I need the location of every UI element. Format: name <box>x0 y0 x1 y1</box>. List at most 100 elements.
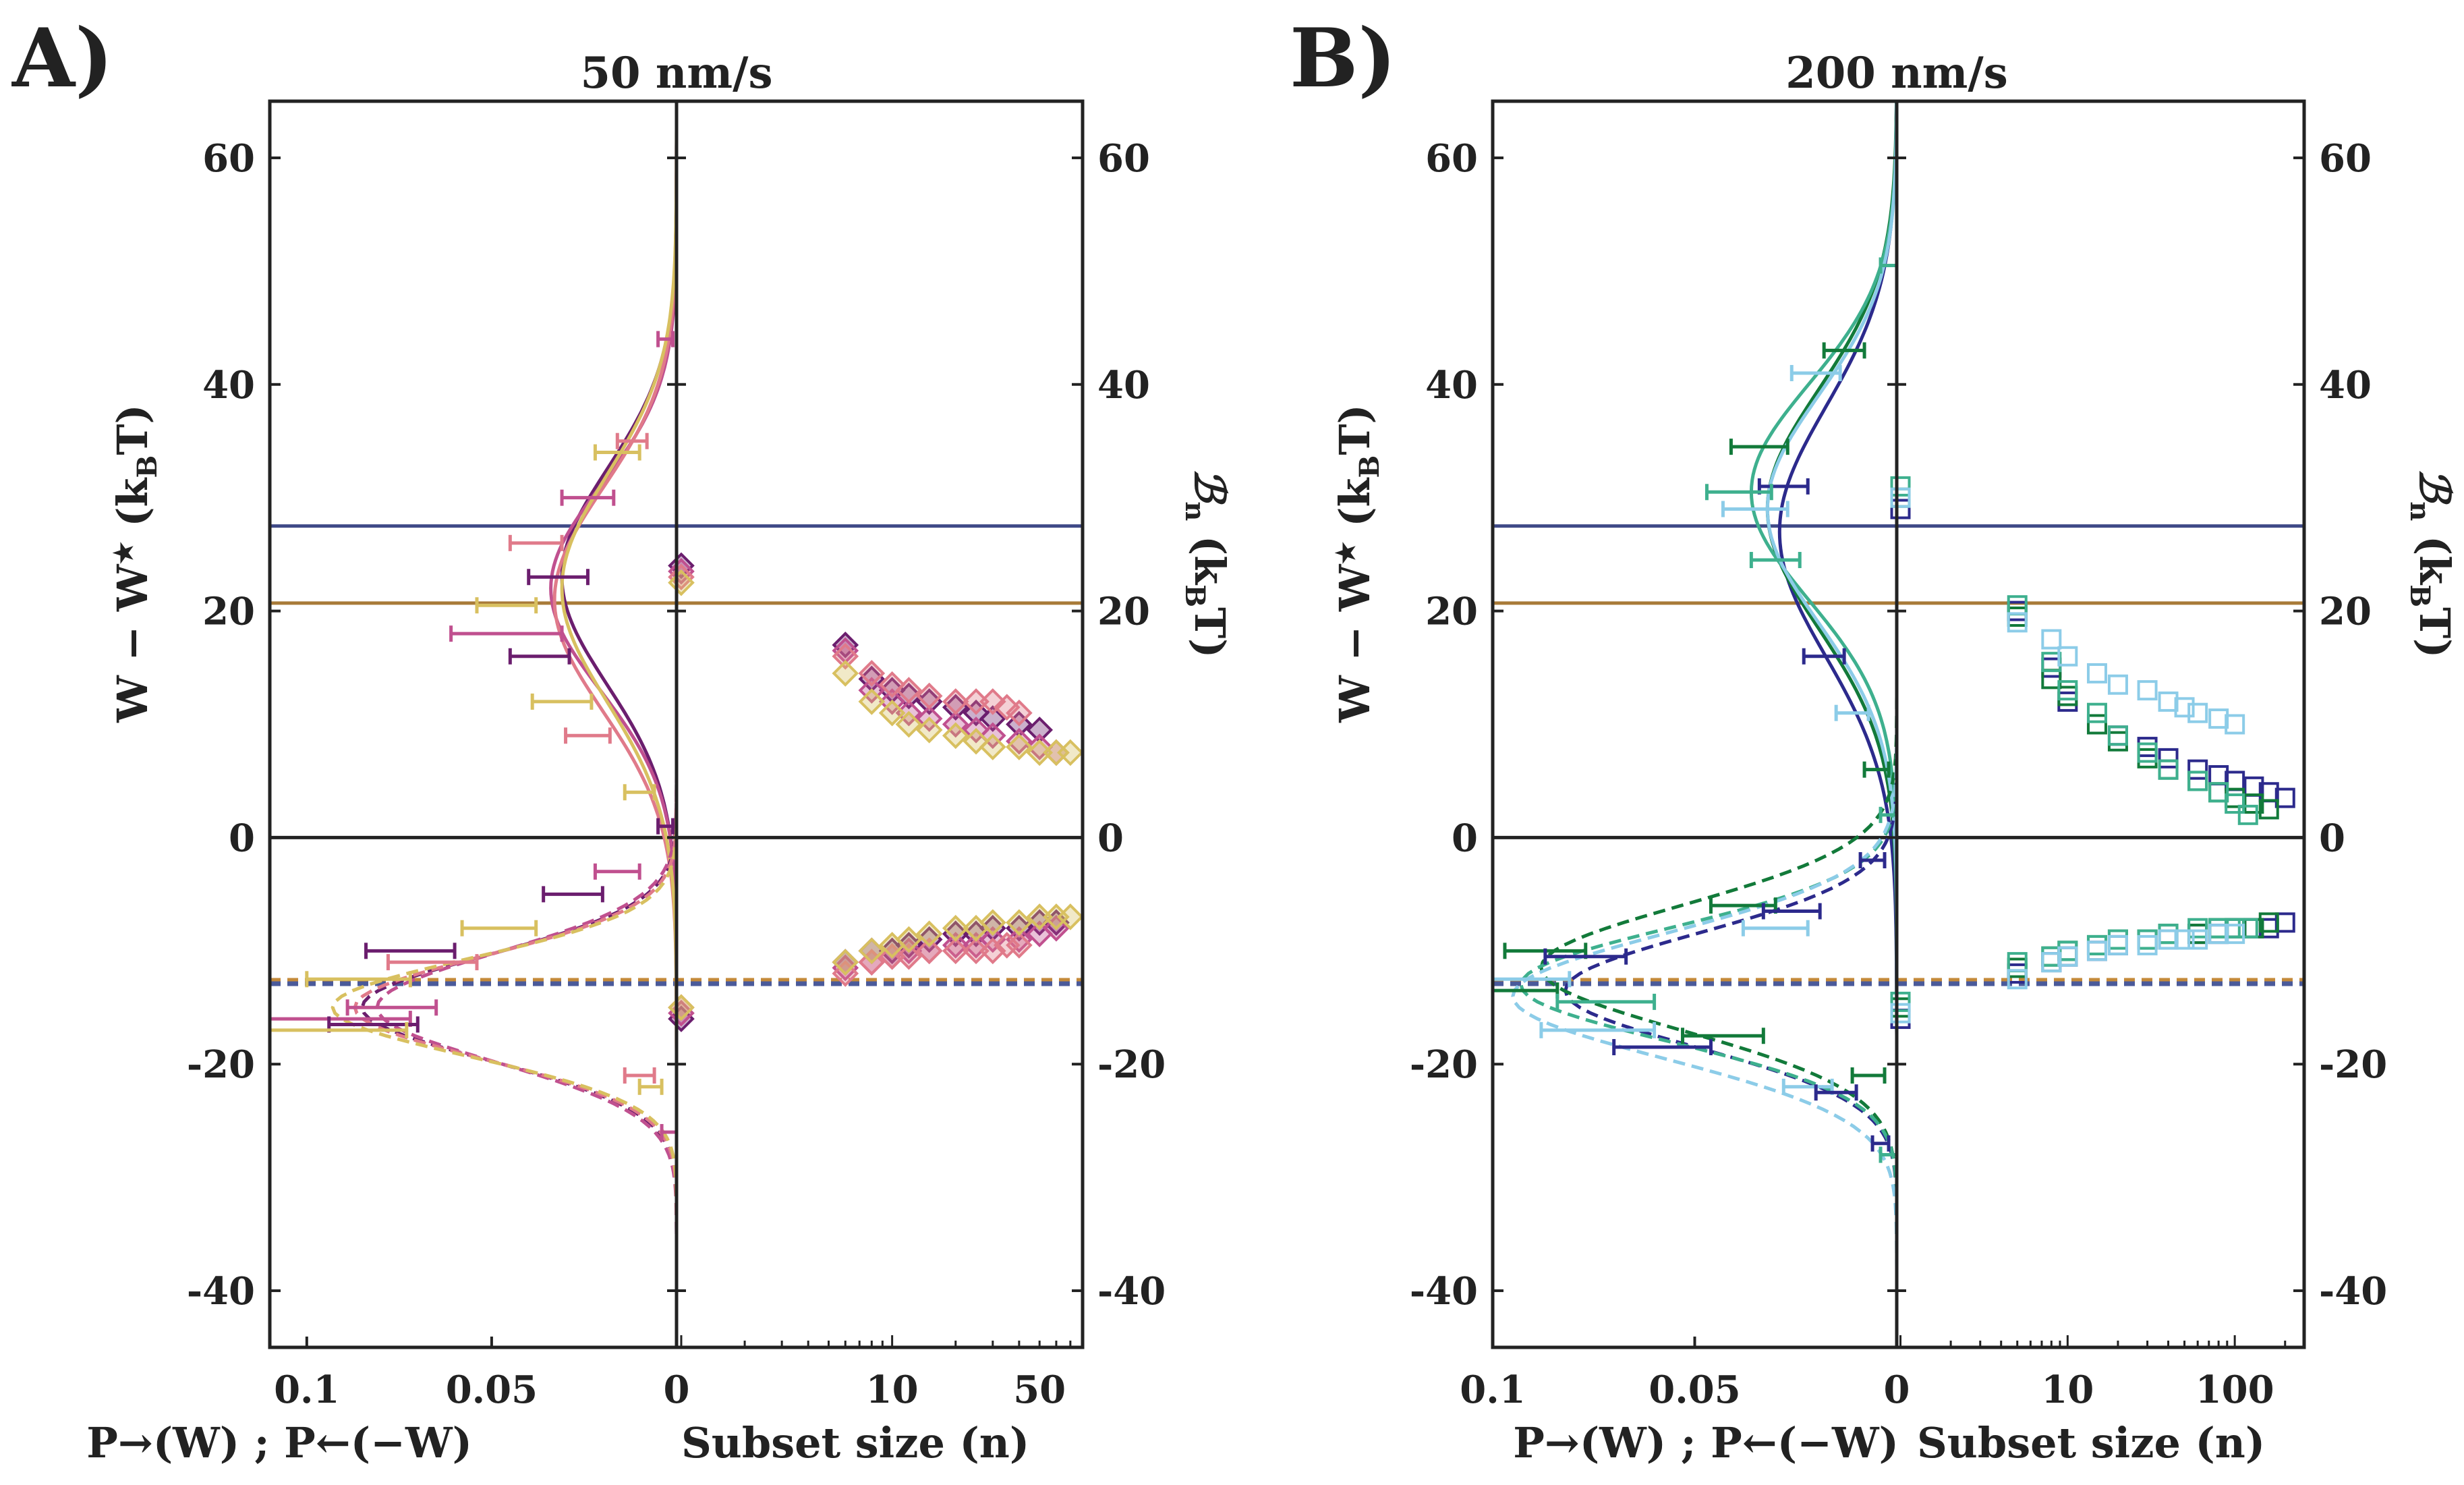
panel-b-marker-s2-lower-0 <box>1890 991 1911 1012</box>
panel-a-marker-s3-upper-4 <box>895 710 923 738</box>
panel-b-marker-s1-upper-4 <box>2086 714 2107 735</box>
panel-b-right-xtick-label: 100 <box>2196 1368 2274 1412</box>
panel-b-reverse-errorbar-15 <box>1870 1135 1891 1152</box>
panel-b-marker-s3-upper-5 <box>2107 674 2128 695</box>
panel-b-reverse-errorbar-12 <box>1850 1067 1887 1084</box>
panel-b-marker-s0-lower-6 <box>2137 929 2158 950</box>
panel-b-left-xlabel: P→(W) ; P←(−W) <box>1513 1418 1899 1467</box>
panel-b-reverse-curve-0 <box>1564 101 1899 1347</box>
panel-b-forward-errorbar-7 <box>1749 552 1802 569</box>
panel-b-marker-s2-upper-9 <box>2208 782 2229 803</box>
panel-a-marker-s3-lower-2 <box>858 937 886 965</box>
panel-b-marker-s1-lower-5 <box>2107 929 2128 950</box>
panel-b-marker-s2-upper-8 <box>2187 770 2208 791</box>
panel-b-marker-s0-upper-4 <box>2086 714 2107 735</box>
panel-b-marker-s1-upper-3 <box>2057 685 2078 706</box>
panel-b-reverse-curve-1 <box>1539 101 1899 1347</box>
panel-a-marker-s0-upper-5 <box>915 688 943 715</box>
panel-a-reverse-errorbar-2 <box>460 920 538 936</box>
panel-b-marker-s1-lower-12 <box>2258 912 2279 933</box>
panel-b-marker-s2-lower-8 <box>2187 918 2208 938</box>
panel-a-marker-s3-upper-12 <box>1057 739 1083 766</box>
panel-a-marker-s3-upper-7 <box>963 727 990 755</box>
panel-b-marker-s1-upper-7 <box>2158 759 2179 780</box>
panel-b-marker-s3-lower-0 <box>1890 1003 1911 1024</box>
panel-a-right-xtick-label: 50 <box>1013 1368 1066 1412</box>
panel-b-marker-s3-upper-6 <box>2137 680 2158 701</box>
panel-b-marker-s2-lower-11 <box>2237 918 2258 938</box>
panel-b-marker-s3-lower-4 <box>2086 941 2107 961</box>
panel-a-plot: -40 -40 -20 -20 0 0 20 20 40 40 60 60 0.1 0.05 0 10 50 <box>187 99 1166 1412</box>
panel-a-marker-s3-upper-6 <box>942 722 969 750</box>
panel-a-reverse-errorbar-0 <box>593 863 641 880</box>
panel-b-marker-s0-lower-4 <box>2086 941 2107 961</box>
panel-b-forward-errorbar-9 <box>1834 704 1870 721</box>
panel-b-y2tick-label: 0 <box>2319 816 2345 860</box>
panel-b-marker-s1-lower-4 <box>2086 934 2107 955</box>
panel-a-marker-s0-upper-8 <box>979 705 1006 732</box>
panel-b-marker-s1-lower-0 <box>1890 997 1911 1018</box>
panel-a-data <box>270 101 1083 1347</box>
panel-b-marker-s0-upper-1 <box>2007 600 2028 621</box>
panel-a-right-xlabel: Subset size (n) <box>681 1418 1029 1467</box>
panel-a-ytick-label: 20 <box>202 590 255 634</box>
panel-a-marker-s1-upper-9 <box>1006 727 1033 755</box>
panel-b-marker-s0-upper-5 <box>2107 725 2128 746</box>
panel-b-ytick-label: 40 <box>1425 363 1478 408</box>
panel-b-ytick-label: -20 <box>1410 1042 1478 1087</box>
panel-b-marker-s2-lower-4 <box>2086 934 2107 955</box>
panel-a-forward-errorbar-4 <box>508 534 564 551</box>
panel-a-left-xtick-label: 0.05 <box>446 1368 538 1412</box>
panel-a-forward-curve-3 <box>560 101 679 1347</box>
panel-a-marker-s2-lower-10 <box>1006 932 1033 959</box>
panel-b-marker-s0-lower-5 <box>2107 934 2128 955</box>
panel-a-ytick-label: -40 <box>187 1269 255 1314</box>
panel-a-title: 50 nm/s <box>581 48 773 99</box>
panel-b-reverse-errorbar-6 <box>1493 971 1572 988</box>
panel-a-ytick-label: 60 <box>202 136 255 181</box>
panel-b-marker-s0-lower-8 <box>2187 924 2208 945</box>
panel-a-marker-s3-upper-5 <box>915 717 943 744</box>
panel-b-marker-s2-upper-5 <box>2107 725 2128 746</box>
panel-b-y2tick-label: 20 <box>2319 590 2372 634</box>
panel-a-forward-errorbar-6 <box>475 597 538 614</box>
panel-a-marker-s1-lower-9 <box>1006 926 1033 953</box>
panel-a-marker-s2-lower-6 <box>942 937 969 965</box>
panel-b-data <box>1493 101 2295 1347</box>
panel-b-ytick-label: 0 <box>1452 816 1478 860</box>
panel-a-marker-s2-upper-4 <box>895 677 923 704</box>
panel-b-forward-errorbar-8 <box>1802 648 1846 665</box>
panel-a-marker-s2-upper-2 <box>858 660 886 687</box>
panel-b-marker-s0-upper-7 <box>2158 748 2179 768</box>
panel-a-forward-errorbar-12 <box>656 818 675 835</box>
panel-b-forward-errorbar-5 <box>1704 484 1773 501</box>
panel-b-marker-s3-lower-5 <box>2107 934 2128 955</box>
panel-b-marker-s1-upper-6 <box>2137 748 2158 768</box>
panel-b-y2label: ℬn (kBT) <box>2404 468 2459 658</box>
panel-b-marker-s3-upper-3 <box>2057 646 2078 667</box>
panel-a-ytick-label: 40 <box>202 363 255 408</box>
panel-a-ytick-label: 0 <box>229 816 255 860</box>
panel-b-right-xlabel: Subset size (n) <box>1917 1418 2265 1467</box>
panel-b-ytick-label: 60 <box>1425 136 1478 181</box>
panel-a-marker-s3-lower-4 <box>895 926 923 953</box>
panel-b-marker-s0-upper-8 <box>2187 759 2208 780</box>
panel-b-marker-s2-upper-4 <box>2086 702 2107 723</box>
panel-a-y2tick-label: 60 <box>1097 136 1150 181</box>
panel-a-marker-s3-upper-1 <box>832 660 859 687</box>
panel-b-left-xtick-label: 0 <box>1884 1368 1910 1412</box>
panel-b-marker-s0-upper-3 <box>2057 691 2078 712</box>
panel-a-forward-errorbar-2 <box>593 444 641 461</box>
panel-a-marker-s2-lower-8 <box>979 937 1006 965</box>
panel-a-marker-s3-upper-8 <box>979 733 1006 760</box>
panel-b-marker-s3-upper-2 <box>2041 629 2062 650</box>
panel-a-reverse-errorbar-1 <box>542 886 604 903</box>
panel-b-label: B) <box>1290 11 1396 106</box>
panel-a-left-xtick-label: 0 <box>664 1368 690 1412</box>
panel-b-marker-s3-lower-1 <box>2007 969 2028 990</box>
panel-b-marker-s2-upper-0 <box>1890 476 1911 497</box>
panel-b-marker-s3-upper-1 <box>2007 612 2028 633</box>
panel-b-forward-errorbar-3 <box>1729 439 1789 455</box>
panel-b-marker-s3-upper-11 <box>2225 714 2245 735</box>
